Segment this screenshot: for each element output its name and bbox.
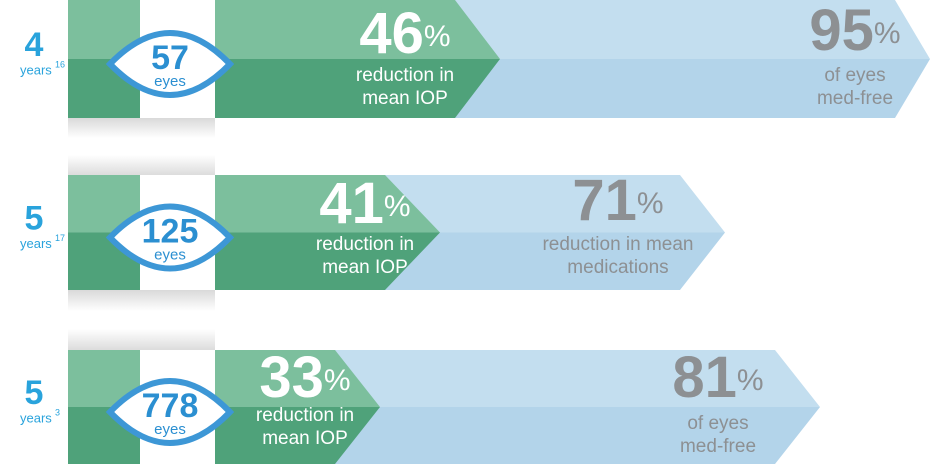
blue-arrow-top (345, 175, 725, 233)
blue-arrow-bottom (295, 407, 820, 464)
green-arrow-top (215, 0, 500, 59)
stat-number: 33 (259, 345, 324, 410)
years-label: years (20, 410, 52, 425)
stat-number: 81 (672, 345, 737, 410)
green-arrow-top (215, 350, 380, 407)
stat-text: of eyes (687, 413, 748, 434)
stat-value: 33% (259, 345, 350, 410)
stat-value: 81% (672, 345, 763, 410)
green-arrow-bottom (215, 232, 440, 290)
stat-unit: % (384, 190, 411, 223)
years-label: years (20, 62, 52, 77)
blue-arrow-bottom (415, 59, 930, 118)
eyes-number: 125 (142, 212, 199, 250)
eyes-number: 778 (142, 387, 199, 425)
green-arrow-top (215, 175, 440, 233)
stat-number: 95 (809, 0, 874, 63)
reference: 16 (55, 59, 65, 69)
blue-arrow-top (415, 0, 930, 59)
stat-text: medications (567, 257, 668, 278)
gap (68, 290, 215, 350)
stat-text: mean IOP (362, 88, 448, 109)
green-arrow-bottom (215, 59, 500, 118)
stat-unit: % (874, 17, 901, 50)
stat-unit: % (737, 364, 764, 397)
reference: 3 (55, 407, 60, 417)
stat-text: reduction in (316, 234, 414, 255)
stat-unit: % (424, 20, 451, 53)
years-number: 5 (25, 199, 44, 237)
stat-text: med-free (817, 88, 893, 109)
stat-value: 41% (319, 171, 410, 236)
stat-text: reduction in (256, 405, 354, 426)
stat-value: 95% (809, 0, 900, 63)
years-number: 5 (25, 374, 44, 412)
years-number: 4 (25, 26, 44, 64)
stat-text: mean IOP (262, 428, 348, 449)
stat-text: mean IOP (322, 257, 408, 278)
eye (105, 378, 235, 446)
stat-value: 46% (359, 1, 450, 66)
eyes-label: eyes (154, 246, 186, 263)
stat-number: 41 (319, 171, 384, 236)
green-arrow-bottom (215, 407, 380, 464)
stat-number: 71 (572, 168, 637, 233)
eyes-label: eyes (154, 73, 186, 90)
stat-unit: % (324, 364, 351, 397)
stat-text: of eyes (824, 65, 885, 86)
reference: 17 (55, 233, 65, 243)
blue-arrow-bottom (345, 232, 725, 290)
eyes-label: eyes (154, 421, 186, 438)
eye (105, 203, 235, 272)
stat-value: 71% (572, 168, 663, 233)
gap (68, 118, 215, 175)
eye (105, 30, 235, 98)
eyes-number: 57 (151, 39, 189, 77)
stat-text: reduction in mean (542, 234, 693, 255)
years-label: years (20, 236, 52, 251)
blue-arrow-top (295, 350, 820, 407)
stat-number: 46 (359, 1, 424, 66)
stat-text: med-free (680, 436, 756, 457)
stat-text: reduction in (356, 65, 454, 86)
stat-unit: % (637, 187, 664, 220)
